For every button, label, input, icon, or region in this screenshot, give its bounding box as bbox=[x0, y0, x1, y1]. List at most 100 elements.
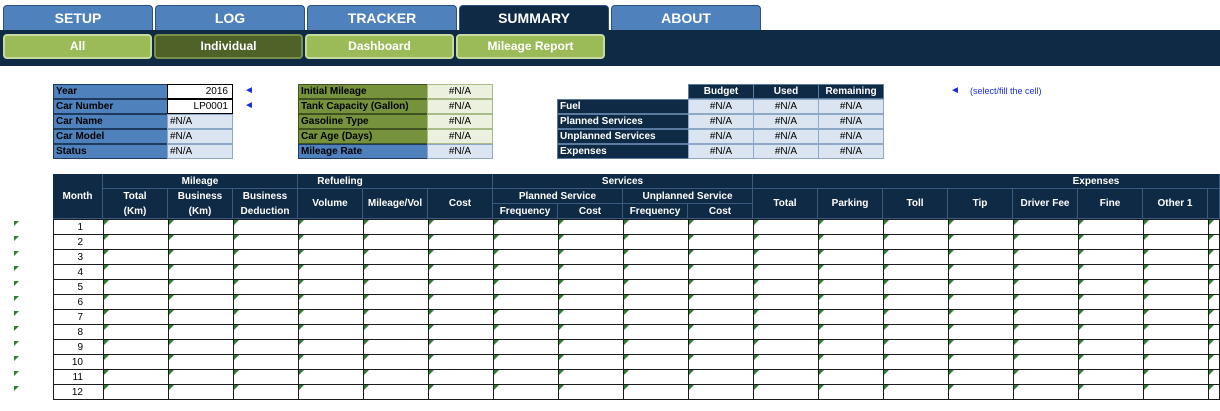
data-cell[interactable] bbox=[1143, 264, 1209, 280]
data-cell[interactable] bbox=[688, 219, 754, 235]
data-cell[interactable] bbox=[948, 324, 1014, 340]
data-cell[interactable] bbox=[818, 264, 884, 280]
data-cell[interactable] bbox=[103, 219, 169, 235]
data-cell[interactable] bbox=[233, 249, 299, 265]
data-cell[interactable] bbox=[233, 339, 299, 355]
data-cell[interactable] bbox=[168, 384, 234, 400]
data-cell[interactable] bbox=[883, 309, 949, 325]
subtab-dashboard[interactable]: Dashboard bbox=[305, 34, 454, 59]
data-cell[interactable] bbox=[1143, 384, 1209, 400]
data-cell[interactable] bbox=[298, 324, 364, 340]
data-cell[interactable] bbox=[1013, 369, 1079, 385]
data-cell[interactable] bbox=[948, 249, 1014, 265]
data-cell[interactable] bbox=[948, 294, 1014, 310]
data-cell[interactable] bbox=[493, 264, 559, 280]
data-cell[interactable] bbox=[493, 279, 559, 295]
data-cell[interactable] bbox=[1013, 339, 1079, 355]
data-cell[interactable] bbox=[428, 309, 494, 325]
data-cell[interactable] bbox=[428, 384, 494, 400]
data-cell[interactable] bbox=[1078, 264, 1144, 280]
data-cell[interactable] bbox=[363, 219, 429, 235]
data-cell[interactable] bbox=[1143, 354, 1209, 370]
data-cell[interactable] bbox=[1208, 234, 1220, 250]
data-cell[interactable] bbox=[558, 309, 624, 325]
data-cell[interactable] bbox=[1208, 324, 1220, 340]
data-cell[interactable] bbox=[1078, 324, 1144, 340]
data-cell[interactable] bbox=[233, 234, 299, 250]
data-cell[interactable] bbox=[883, 354, 949, 370]
data-cell[interactable] bbox=[623, 369, 689, 385]
data-cell[interactable] bbox=[103, 234, 169, 250]
data-cell[interactable] bbox=[688, 234, 754, 250]
data-cell[interactable] bbox=[883, 264, 949, 280]
data-cell[interactable] bbox=[363, 339, 429, 355]
data-cell[interactable] bbox=[818, 279, 884, 295]
data-cell[interactable] bbox=[948, 264, 1014, 280]
data-cell[interactable] bbox=[298, 384, 364, 400]
data-cell[interactable] bbox=[298, 249, 364, 265]
data-cell[interactable] bbox=[298, 369, 364, 385]
data-cell[interactable] bbox=[883, 339, 949, 355]
data-cell[interactable] bbox=[753, 219, 819, 235]
data-cell[interactable] bbox=[1143, 279, 1209, 295]
data-cell[interactable] bbox=[688, 294, 754, 310]
data-cell[interactable] bbox=[818, 234, 884, 250]
data-cell[interactable] bbox=[948, 384, 1014, 400]
data-cell[interactable] bbox=[1013, 234, 1079, 250]
data-cell[interactable] bbox=[883, 324, 949, 340]
data-cell[interactable] bbox=[1208, 339, 1220, 355]
data-cell[interactable] bbox=[233, 279, 299, 295]
data-cell[interactable] bbox=[558, 339, 624, 355]
data-cell[interactable] bbox=[558, 324, 624, 340]
data-cell[interactable] bbox=[688, 384, 754, 400]
data-cell[interactable] bbox=[818, 309, 884, 325]
data-cell[interactable] bbox=[1078, 219, 1144, 235]
data-cell[interactable] bbox=[298, 234, 364, 250]
data-cell[interactable] bbox=[363, 354, 429, 370]
data-cell[interactable] bbox=[623, 324, 689, 340]
data-cell[interactable] bbox=[688, 369, 754, 385]
data-cell[interactable] bbox=[168, 354, 234, 370]
data-cell[interactable] bbox=[298, 309, 364, 325]
data-cell[interactable] bbox=[233, 324, 299, 340]
data-cell[interactable] bbox=[1208, 309, 1220, 325]
data-cell[interactable] bbox=[103, 339, 169, 355]
data-cell[interactable] bbox=[168, 339, 234, 355]
data-cell[interactable] bbox=[883, 234, 949, 250]
data-cell[interactable] bbox=[883, 369, 949, 385]
data-cell[interactable] bbox=[168, 279, 234, 295]
data-cell[interactable] bbox=[623, 294, 689, 310]
data-cell[interactable] bbox=[428, 264, 494, 280]
data-cell[interactable] bbox=[623, 339, 689, 355]
data-cell[interactable] bbox=[168, 264, 234, 280]
data-cell[interactable] bbox=[948, 309, 1014, 325]
tab-summary[interactable]: SUMMARY bbox=[459, 5, 609, 30]
data-cell[interactable] bbox=[883, 294, 949, 310]
data-cell[interactable] bbox=[298, 264, 364, 280]
data-cell[interactable] bbox=[233, 369, 299, 385]
data-cell[interactable] bbox=[233, 354, 299, 370]
data-cell[interactable] bbox=[948, 234, 1014, 250]
data-cell[interactable] bbox=[1013, 384, 1079, 400]
data-cell[interactable] bbox=[1143, 324, 1209, 340]
data-cell[interactable] bbox=[1208, 384, 1220, 400]
data-cell[interactable] bbox=[883, 384, 949, 400]
data-cell[interactable] bbox=[558, 249, 624, 265]
data-cell[interactable] bbox=[883, 249, 949, 265]
data-cell[interactable] bbox=[1013, 294, 1079, 310]
data-cell[interactable] bbox=[103, 264, 169, 280]
data-cell[interactable] bbox=[948, 369, 1014, 385]
data-cell[interactable] bbox=[1078, 279, 1144, 295]
data-cell[interactable] bbox=[948, 339, 1014, 355]
data-cell[interactable] bbox=[558, 294, 624, 310]
tab-about[interactable]: ABOUT bbox=[611, 5, 761, 30]
data-cell[interactable] bbox=[363, 279, 429, 295]
data-cell[interactable] bbox=[623, 264, 689, 280]
data-cell[interactable] bbox=[1078, 339, 1144, 355]
data-cell[interactable] bbox=[818, 324, 884, 340]
data-cell[interactable] bbox=[623, 354, 689, 370]
data-cell[interactable] bbox=[1078, 234, 1144, 250]
data-cell[interactable] bbox=[623, 384, 689, 400]
data-cell[interactable] bbox=[1078, 309, 1144, 325]
data-cell[interactable] bbox=[623, 234, 689, 250]
